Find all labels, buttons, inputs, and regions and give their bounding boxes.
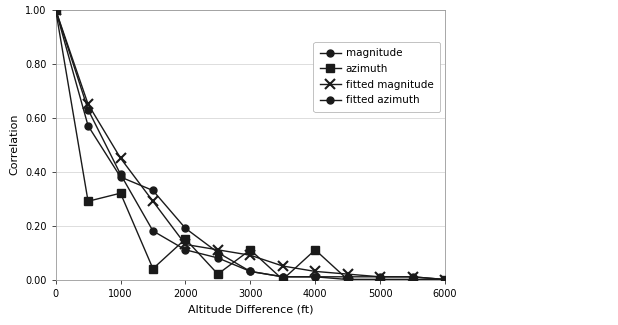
fitted azimuth (150, 229, 157, 233)
magnitude (182, 226, 189, 230)
X-axis label: Altitude Difference (ft): Altitude Difference (ft) (187, 304, 313, 314)
azimuth (84, 199, 92, 203)
magnitude (376, 275, 384, 279)
magnitude (214, 251, 221, 254)
azimuth (408, 278, 416, 281)
azimuth (279, 278, 286, 281)
fitted azimuth (52, 8, 59, 12)
azimuth (376, 278, 384, 281)
fitted azimuth (311, 275, 319, 279)
fitted magnitude (247, 253, 254, 257)
azimuth (344, 278, 351, 281)
azimuth (247, 248, 254, 252)
fitted magnitude (84, 102, 92, 106)
fitted azimuth (182, 248, 189, 252)
magnitude (117, 175, 124, 179)
fitted azimuth (408, 278, 416, 281)
magnitude (84, 124, 92, 128)
azimuth (150, 267, 157, 271)
magnitude (52, 8, 59, 12)
Y-axis label: Correlation: Correlation (9, 114, 20, 176)
fitted magnitude (214, 248, 221, 252)
magnitude (150, 188, 157, 192)
fitted magnitude (344, 272, 351, 276)
Line: fitted magnitude: fitted magnitude (51, 5, 450, 284)
Legend: magnitude, azimuth, fitted magnitude, fitted azimuth: magnitude, azimuth, fitted magnitude, fi… (313, 42, 440, 111)
azimuth (311, 248, 319, 252)
Line: magnitude: magnitude (52, 6, 449, 283)
magnitude (311, 275, 319, 279)
azimuth (214, 272, 221, 276)
Line: azimuth: azimuth (51, 6, 449, 284)
fitted magnitude (311, 269, 319, 273)
fitted azimuth (279, 275, 286, 279)
fitted magnitude (52, 8, 59, 12)
fitted azimuth (117, 172, 124, 176)
fitted azimuth (214, 256, 221, 260)
fitted azimuth (84, 108, 92, 111)
fitted azimuth (247, 269, 254, 273)
fitted magnitude (117, 156, 124, 160)
fitted magnitude (279, 264, 286, 268)
Line: fitted azimuth: fitted azimuth (52, 6, 449, 283)
fitted magnitude (182, 242, 189, 246)
azimuth (441, 278, 449, 281)
azimuth (182, 237, 189, 241)
azimuth (117, 191, 124, 195)
fitted magnitude (408, 275, 416, 279)
magnitude (247, 269, 254, 273)
magnitude (441, 278, 449, 281)
fitted magnitude (150, 199, 157, 203)
fitted azimuth (441, 278, 449, 281)
fitted azimuth (344, 278, 351, 281)
magnitude (279, 275, 286, 279)
magnitude (408, 275, 416, 279)
fitted magnitude (441, 278, 449, 281)
fitted magnitude (376, 275, 384, 279)
azimuth (52, 8, 59, 12)
magnitude (344, 275, 351, 279)
fitted azimuth (376, 278, 384, 281)
